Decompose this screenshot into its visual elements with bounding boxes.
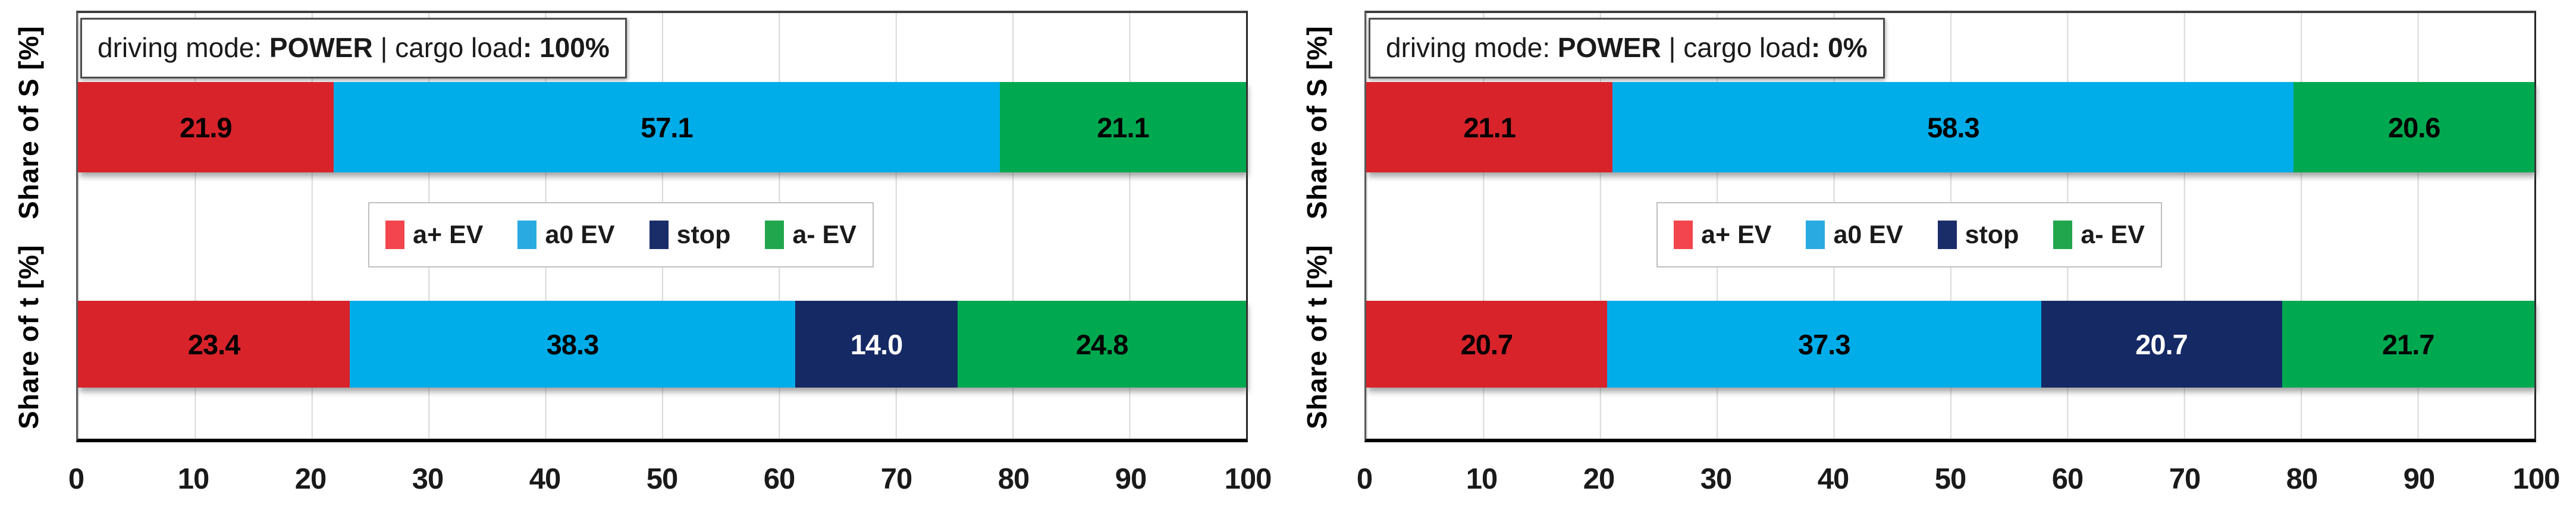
bar-segment-a0-ev: 37.3 xyxy=(1607,301,2041,388)
legend-item: a0 EV xyxy=(517,220,615,250)
x-axis-ticks: 0 10 20 30 40 50 60 70 80 90 100 xyxy=(68,455,1272,503)
bar-share-of-s: 21.1 58.3 20.6 xyxy=(1366,82,2534,172)
legend-swatch-a-ev xyxy=(385,221,405,249)
x-tick-30: 30 xyxy=(412,463,444,495)
x-tick-0: 0 xyxy=(68,463,84,495)
legend-label: stop xyxy=(676,220,731,249)
legend-item: a0 EV xyxy=(1806,221,1903,250)
x-tick-40: 40 xyxy=(1817,463,1850,495)
chart-cargo-0: Share of S [%] Share of t [%] driving mo… xyxy=(1288,0,2576,513)
bar-segment-a-ev: 21.7 xyxy=(2282,301,2534,388)
legend-item: a+ EV xyxy=(1674,221,1771,250)
legend-swatch-a0-ev xyxy=(517,221,537,249)
legend-item: stop xyxy=(649,220,731,250)
legend: a+ EV a0 EV stop a- EV xyxy=(1656,202,2162,267)
plot-area: driving mode: POWER | cargo load: 100% 2… xyxy=(76,11,1248,442)
legend-label: a+ EV xyxy=(413,220,484,249)
legend-item: a- EV xyxy=(2053,221,2145,250)
x-tick-50: 50 xyxy=(1934,463,1967,495)
bar-segment-a0-ev: 38.3 xyxy=(350,301,795,388)
legend-label: a- EV xyxy=(792,220,856,249)
legend-label: a- EV xyxy=(2081,220,2145,249)
bar-segment-stop: 20.7 xyxy=(2041,301,2282,388)
legend-swatch-a0-ev xyxy=(1806,221,1825,249)
legend-label: stop xyxy=(1965,220,2019,249)
x-tick-60: 60 xyxy=(2051,463,2084,495)
bar-segment-a-ev: 24.8 xyxy=(958,301,1246,388)
bar-segment-stop: 14.0 xyxy=(795,301,958,388)
title-mode-value: POWER xyxy=(1557,32,1661,63)
y-axis-label-share-of-s: Share of S [%] xyxy=(1301,26,1332,219)
legend-item: a+ EV xyxy=(385,221,483,250)
bar-segment-a-ev: 20.7 xyxy=(1366,301,1607,388)
bar-segment-a-ev: 23.4 xyxy=(78,301,350,388)
legend-swatch-a-ev xyxy=(765,221,785,249)
x-tick-20: 20 xyxy=(1583,463,1615,495)
bar-segment-a0-ev: 58.3 xyxy=(1612,82,2294,172)
x-tick-70: 70 xyxy=(880,463,913,495)
y-axis-label-share-of-s: Share of S [%] xyxy=(13,26,44,219)
title-cargo-value: : 100% xyxy=(523,32,610,63)
legend-swatch-stop xyxy=(1937,221,1957,249)
x-tick-60: 60 xyxy=(763,463,796,495)
legend-item: stop xyxy=(1937,220,2019,250)
title-text: | cargo load xyxy=(1661,32,1812,63)
chart-cargo-100: Share of S [%] Share of t [%] driving mo… xyxy=(13,11,1272,503)
bar-segment-a-ev: 21.9 xyxy=(78,82,334,172)
x-tick-100: 100 xyxy=(2512,463,2561,495)
x-tick-70: 70 xyxy=(2169,463,2201,495)
legend-swatch-a-ev xyxy=(1674,221,1693,249)
x-tick-10: 10 xyxy=(1466,463,1498,495)
legend-swatch-stop xyxy=(649,221,669,249)
chart-title-box: driving mode: POWER | cargo load: 0% xyxy=(1369,18,1885,78)
title-text: driving mode: xyxy=(98,32,269,63)
x-tick-10: 10 xyxy=(177,463,210,495)
title-mode-value: POWER xyxy=(269,32,373,63)
legend-label: a0 EV xyxy=(1833,220,1903,249)
bar-share-of-s: 21.9 57.1 21.1 xyxy=(78,82,1246,172)
legend-swatch-a-ev xyxy=(2053,221,2073,249)
x-tick-0: 0 xyxy=(1356,463,1373,495)
x-tick-30: 30 xyxy=(1700,463,1733,495)
bar-segment-a-ev: 20.6 xyxy=(2293,82,2534,172)
x-tick-50: 50 xyxy=(646,463,679,495)
bar-share-of-t: 20.7 37.3 20.7 21.7 xyxy=(1366,301,2534,388)
bar-share-of-t: 23.4 38.3 14.0 24.8 xyxy=(78,301,1246,388)
x-tick-90: 90 xyxy=(1115,463,1147,495)
bar-segment-a-ev: 21.1 xyxy=(1366,82,1613,172)
x-tick-80: 80 xyxy=(2286,463,2318,495)
x-tick-80: 80 xyxy=(997,463,1030,495)
legend-label: a0 EV xyxy=(545,220,615,249)
x-axis-ticks: 0 10 20 30 40 50 60 70 80 90 100 xyxy=(1357,455,2561,503)
bar-segment-a0-ev: 57.1 xyxy=(333,82,1000,172)
legend: a+ EV a0 EV stop a- EV xyxy=(368,202,874,267)
y-axis-label-share-of-t: Share of t [%] xyxy=(1301,244,1332,430)
legend-label: a+ EV xyxy=(1701,220,1772,249)
x-tick-100: 100 xyxy=(1224,463,1272,495)
chart-title-box: driving mode: POWER | cargo load: 100% xyxy=(80,18,627,78)
title-text: | cargo load xyxy=(372,32,523,63)
legend-item: a- EV xyxy=(765,221,856,250)
plot-area: driving mode: POWER | cargo load: 0% 21.… xyxy=(1364,11,2536,442)
bar-segment-a-ev: 21.1 xyxy=(1000,82,1246,172)
x-tick-40: 40 xyxy=(529,463,561,495)
title-cargo-value: : 0% xyxy=(1811,32,1868,63)
x-tick-90: 90 xyxy=(2403,463,2436,495)
x-tick-20: 20 xyxy=(294,463,327,495)
title-text: driving mode: xyxy=(1386,32,1558,63)
y-axis-label-share-of-t: Share of t [%] xyxy=(13,244,44,430)
